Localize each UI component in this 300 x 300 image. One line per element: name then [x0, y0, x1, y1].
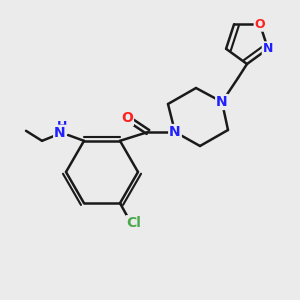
Text: N: N [54, 126, 66, 140]
Text: N: N [263, 42, 273, 55]
Text: Cl: Cl [127, 216, 141, 230]
Text: H: H [57, 120, 67, 133]
Text: O: O [255, 18, 265, 31]
Text: N: N [216, 95, 228, 109]
Text: O: O [121, 111, 133, 125]
Text: N: N [169, 125, 181, 139]
